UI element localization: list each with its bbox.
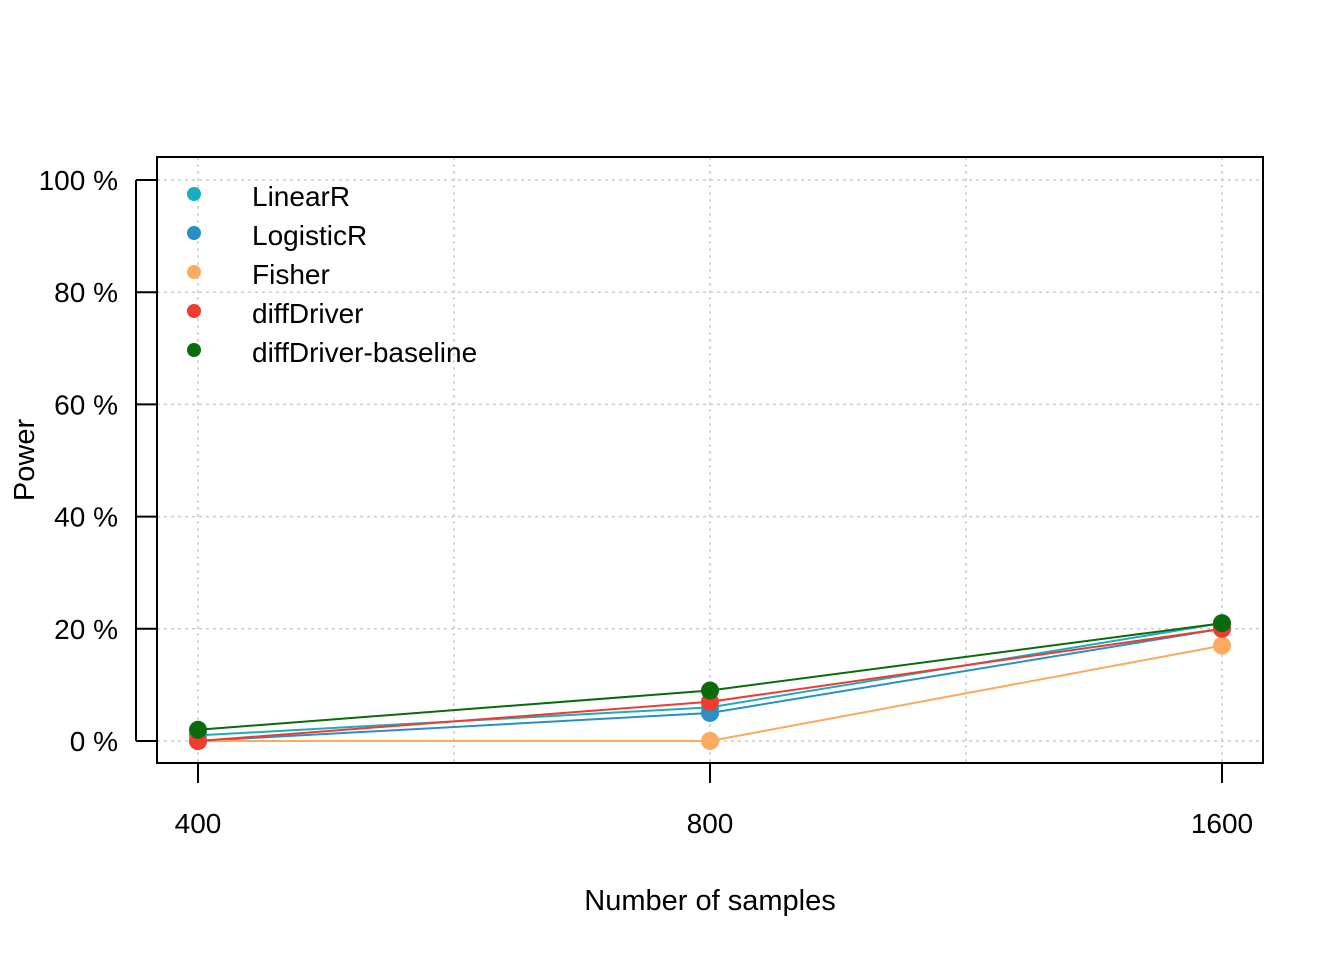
- legend-marker: [187, 343, 201, 357]
- data-point: [701, 732, 719, 750]
- legend-label: Fisher: [252, 259, 330, 290]
- legend-label: LogisticR: [252, 220, 367, 251]
- data-point: [701, 681, 719, 700]
- legend: LinearR LogisticR Fisher diffDriver diffDriv…: [187, 181, 477, 368]
- legend-label: diffDriver-baseline: [252, 337, 477, 368]
- legend-marker: [187, 187, 201, 201]
- data-point: [189, 720, 207, 739]
- legend-marker: [187, 226, 201, 240]
- x-tick-label: 400: [175, 808, 222, 839]
- x-tick-label: 1600: [1191, 808, 1253, 839]
- legend-label: LinearR: [252, 181, 350, 212]
- data-point: [1213, 614, 1231, 633]
- y-tick-label: 60 %: [54, 389, 118, 420]
- grid-lines: [157, 157, 1263, 763]
- legend-marker: [187, 304, 201, 318]
- y-axis-title: Power: [9, 419, 41, 502]
- legend-marker: [187, 265, 201, 279]
- x-axis-title: Number of samples: [584, 885, 835, 917]
- y-tick-label: 20 %: [54, 614, 118, 645]
- series-diffdriver-baseline: [189, 614, 1231, 739]
- y-tick-label: 40 %: [54, 502, 118, 533]
- x-tick-label: 800: [687, 808, 734, 839]
- y-tick-label: 80 %: [54, 277, 118, 308]
- data-series: [189, 614, 1231, 750]
- y-axis: 0 % 20 % 40 % 60 % 80 % 100 %: [39, 165, 157, 757]
- data-point: [1213, 636, 1231, 655]
- y-tick-label: 0 %: [70, 726, 118, 757]
- y-tick-label: 100 %: [39, 165, 118, 196]
- x-axis: 400 800 1600: [175, 763, 1253, 839]
- legend-label: diffDriver: [252, 298, 364, 329]
